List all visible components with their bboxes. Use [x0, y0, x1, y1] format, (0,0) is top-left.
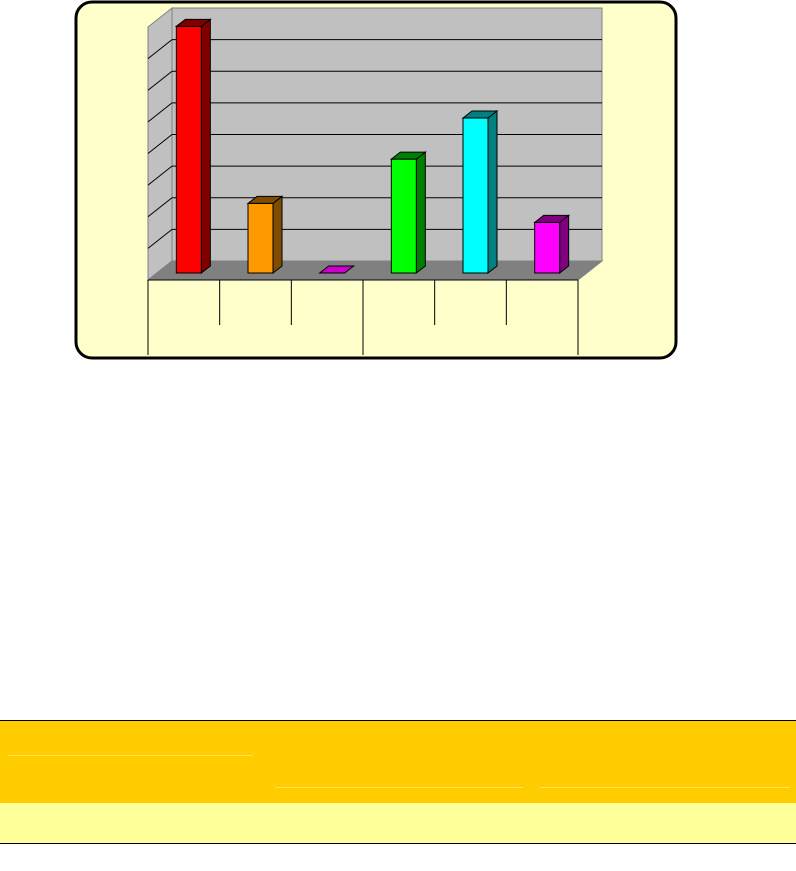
bar	[534, 221, 561, 274]
floor	[146, 260, 604, 281]
bar-top	[461, 110, 499, 119]
gridline-side	[147, 102, 173, 123]
header-divider	[8, 755, 253, 756]
bar-side	[559, 214, 570, 275]
bar-top	[389, 151, 427, 160]
bar	[175, 25, 202, 274]
bar-side	[487, 110, 498, 275]
table-row	[0, 803, 796, 844]
gridline-side	[147, 134, 173, 154]
bar-side	[200, 18, 211, 275]
bar-top	[174, 18, 212, 27]
header-divider	[540, 787, 790, 788]
gridline-side	[147, 70, 173, 91]
gridline-side	[147, 165, 173, 186]
table-header-band	[0, 720, 796, 804]
header-divider	[275, 787, 523, 788]
bar-top	[533, 214, 571, 223]
bar-side	[415, 151, 426, 275]
gridline-side	[147, 39, 173, 60]
bar-chart	[74, 0, 678, 360]
bar-top	[246, 195, 284, 204]
bar	[247, 202, 274, 274]
bar-top	[318, 265, 356, 274]
bar	[462, 117, 489, 274]
bar-side	[272, 195, 283, 275]
bar	[390, 158, 417, 274]
gridline-side	[147, 197, 173, 218]
gridline-side	[147, 228, 173, 249]
